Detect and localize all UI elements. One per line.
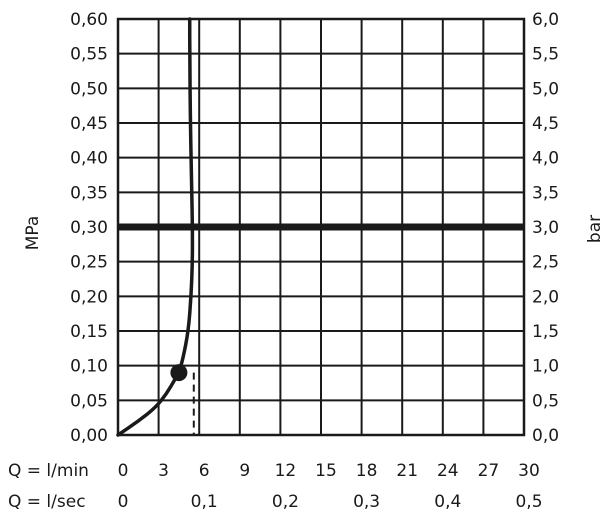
y-tick-label-bar: 1,5 (532, 322, 559, 342)
y-tick-label-bar: 0,5 (532, 391, 559, 411)
y-tick-label-bar: 4,5 (532, 114, 559, 134)
x-tick-label-lmin: 6 (199, 461, 210, 481)
operating-point-marker (170, 364, 188, 382)
y-tick-label-mpa: 0,50 (70, 79, 108, 99)
x-tick-label-lsec: 0,4 (434, 492, 461, 512)
x-tick-label-lsec: 0,5 (515, 492, 542, 512)
y-axis-title-right: bar (585, 215, 605, 243)
x-tick-label-lmin: 9 (239, 461, 250, 481)
x-tick-label-lmin: 3 (158, 461, 169, 481)
y-tick-label-bar: 4,0 (532, 149, 559, 169)
y-tick-label-bar: 6,0 (532, 10, 559, 30)
x-tick-label-lmin: 27 (478, 461, 500, 481)
y-tick-label-bar: 0,0 (532, 426, 559, 446)
y-tick-label-bar: 1,0 (532, 357, 559, 377)
y-tick-label-mpa: 0,25 (70, 253, 108, 273)
y-axis-title-left: MPa (23, 216, 43, 251)
y-tick-label-mpa: 0,20 (70, 287, 108, 307)
x-tick-label-lsec: 0,1 (191, 492, 218, 512)
y-tick-label-bar: 3,5 (532, 183, 559, 203)
flow-curve (116, 17, 195, 437)
y-tick-label-mpa: 0,15 (70, 322, 108, 342)
y-tick-label-bar: 2,5 (532, 253, 559, 273)
x-tick-label-lsec: 0 (118, 492, 129, 512)
x-tick-label-lmin: 30 (518, 461, 540, 481)
y-tick-label-bar: 3,0 (532, 218, 559, 238)
x-tick-label-lsec: 0,3 (353, 492, 380, 512)
y-tick-label-bar: 5,0 (532, 79, 559, 99)
x-tick-label-lmin: 18 (356, 461, 378, 481)
y-tick-label-mpa: 0,60 (70, 10, 108, 30)
x-tick-label-lmin: 12 (275, 461, 297, 481)
y-tick-label-mpa: 0,40 (70, 149, 108, 169)
x-tick-label-lmin: 0 (118, 461, 129, 481)
y-tick-label-bar: 2,0 (532, 287, 559, 307)
x-row2-label: Q = l/sec (8, 492, 86, 512)
y-tick-label-mpa: 0,30 (70, 218, 108, 238)
y-tick-label-bar: 5,5 (532, 45, 559, 65)
x-tick-label-lmin: 24 (437, 461, 459, 481)
y-tick-label-mpa: 0,00 (70, 426, 108, 446)
y-tick-label-mpa: 0,55 (70, 45, 108, 65)
y-tick-label-mpa: 0,05 (70, 391, 108, 411)
x-row1-label: Q = l/min (8, 461, 89, 481)
x-tick-label-lmin: 15 (315, 461, 337, 481)
y-tick-label-mpa: 0,10 (70, 357, 108, 377)
x-tick-label-lsec: 0,2 (272, 492, 299, 512)
x-tick-label-lmin: 21 (396, 461, 418, 481)
y-tick-label-mpa: 0,35 (70, 183, 108, 203)
y-tick-label-mpa: 0,45 (70, 114, 108, 134)
